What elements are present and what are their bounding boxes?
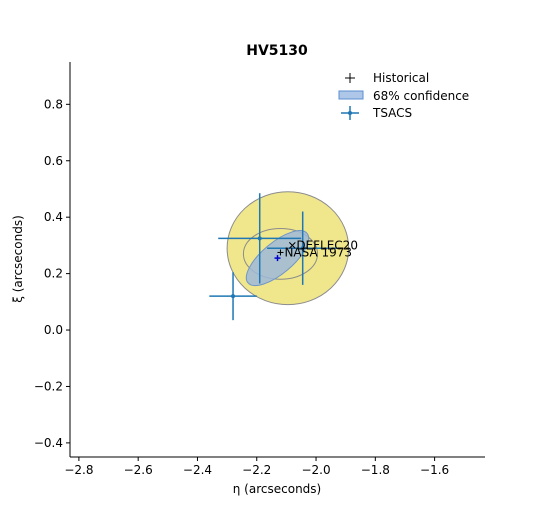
plot-series — [209, 193, 339, 321]
legend-historical-label: Historical — [373, 71, 429, 85]
y-tick-label: −0.2 — [34, 379, 63, 393]
tsacs-point-marker — [231, 294, 236, 299]
x-axis-label: η (arcseconds) — [233, 482, 321, 496]
x-tick-label: −1.8 — [361, 463, 390, 477]
tsacs-point-marker — [257, 236, 262, 241]
y-tick-label: 0.8 — [44, 97, 63, 111]
historical-label-2: NASA 1973 — [284, 245, 352, 259]
legend-tsacs-label: TSACS — [372, 106, 412, 120]
y-tick-label: 0.6 — [44, 154, 63, 168]
y-tick-label: 0.0 — [44, 323, 63, 337]
legend-tsacs-point — [348, 111, 352, 115]
chart-title: HV5130 — [246, 43, 308, 59]
y-tick-label: 0.4 — [44, 210, 63, 224]
gray-ring-region — [242, 227, 319, 280]
x-tick-label: −2.8 — [64, 463, 93, 477]
legend-item-confidence: 68% confidence — [338, 89, 469, 103]
mean-point — [274, 255, 281, 262]
y-ticks: −0.4 −0.2 0.0 0.2 0.4 0.6 0.8 — [34, 97, 70, 450]
x-tick-label: −2.4 — [183, 463, 212, 477]
y-axis-label: ξ (arcseconds) — [11, 215, 25, 303]
tsacs-point-1 — [209, 272, 257, 321]
historical-x-marker-2 — [288, 242, 296, 249]
tsacs-point-3 — [267, 211, 339, 285]
legend-item-tsacs: TSACS — [341, 106, 412, 120]
y-tick-label: 0.2 — [44, 267, 63, 281]
x-tick-label: −1.6 — [420, 463, 449, 477]
legend: Historical 68% confidence TSACS — [338, 71, 469, 120]
legend-confidence-label: 68% confidence — [373, 89, 469, 103]
legend-item-historical: Historical — [345, 71, 429, 85]
x-ticks: −2.8 −2.6 −2.4 −2.2 −2.0 −1.8 −1.6 — [64, 457, 449, 477]
historical-label-1: DEFLEC20 — [296, 238, 358, 252]
legend-confidence-patch — [338, 90, 364, 100]
x-tick-label: −2.2 — [242, 463, 271, 477]
axes — [69, 62, 485, 458]
x-tick-label: −2.0 — [301, 463, 330, 477]
historical-point-1 — [288, 242, 296, 249]
historical-point-2 — [277, 249, 284, 256]
tsacs-point-marker — [300, 246, 305, 251]
x-tick-label: −2.6 — [124, 463, 153, 477]
y-tick-label: −0.4 — [34, 436, 63, 450]
tsacs-point-2 — [218, 193, 302, 284]
